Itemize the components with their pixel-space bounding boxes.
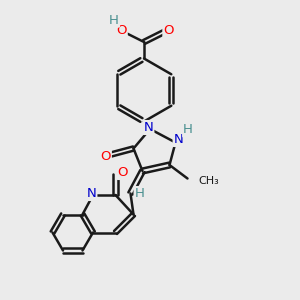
Text: H: H: [109, 14, 119, 27]
Text: O: O: [163, 23, 174, 37]
Text: O: O: [100, 149, 111, 163]
Text: O: O: [118, 166, 128, 179]
Text: N: N: [144, 121, 153, 134]
Text: N: N: [87, 187, 96, 200]
Text: H: H: [135, 187, 144, 200]
Text: O: O: [116, 23, 127, 37]
Text: CH₃: CH₃: [198, 176, 219, 186]
Text: H: H: [183, 123, 193, 136]
Text: N: N: [174, 133, 183, 146]
